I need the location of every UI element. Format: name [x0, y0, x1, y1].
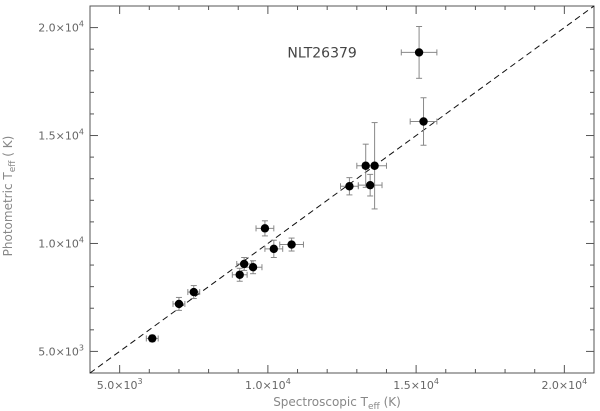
- data-point: [361, 161, 370, 170]
- x-tick-label: 1.0×104: [245, 377, 291, 392]
- x-axis-label: Spectroscopic Teff (K): [273, 395, 401, 411]
- plot-frame: [89, 5, 595, 374]
- y-axis-label-unit: ( K): [1, 136, 15, 161]
- reference-line: [89, 5, 595, 374]
- data-point: [419, 117, 428, 126]
- data-point: [345, 182, 354, 191]
- data-point: [260, 224, 270, 233]
- data-point: [239, 259, 249, 269]
- x-tick-label: 5.0×103: [97, 377, 143, 392]
- y-tick-label: 1.5×104: [38, 128, 84, 143]
- y-tick-label: 5.0×103: [38, 343, 84, 358]
- data-point: [414, 48, 424, 57]
- y-tick-label: 1.0×104: [38, 235, 84, 250]
- data-points: [148, 48, 428, 343]
- data-point: [189, 287, 198, 297]
- data-point: [370, 161, 379, 170]
- tick-labels: 5.0×103 1.0×104 1.5×104 2.0×104 5.0×103 1.0×1…: [38, 20, 587, 392]
- x-axis-label-sub: eff: [368, 402, 381, 411]
- data-point: [235, 270, 244, 279]
- x-tick-label: 2.0×104: [541, 377, 587, 392]
- data-point: [269, 244, 279, 254]
- data-point: [248, 263, 258, 272]
- point-annotation: NLT26379: [287, 45, 356, 61]
- error-bars: [145, 26, 438, 343]
- data-point: [148, 334, 157, 343]
- y-axis-label-sub: eff: [8, 160, 18, 173]
- y-tick-label: 2.0×104: [38, 20, 84, 35]
- data-point: [287, 240, 296, 249]
- y-axis-label: Photometric Teff ( K): [1, 136, 18, 257]
- x-tick-label: 1.5×104: [393, 377, 439, 392]
- data-point: [365, 180, 375, 190]
- axis-ticks: [89, 5, 595, 374]
- x-axis-label-unit: (K): [380, 395, 401, 409]
- data-point: [174, 299, 184, 309]
- annotations: NLT26379: [287, 45, 356, 61]
